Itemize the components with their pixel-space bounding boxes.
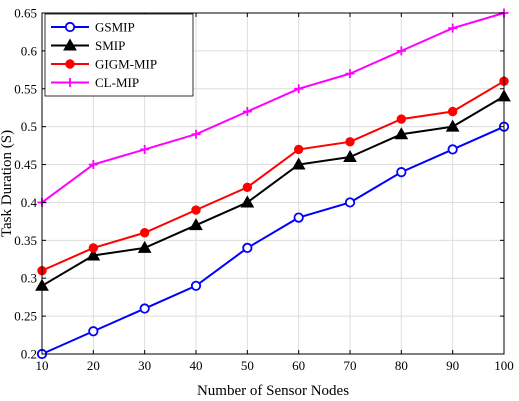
series-line [41,80,505,272]
y-tick-label: 0.6 [21,43,38,58]
y-tick-label: 0.3 [21,271,37,286]
data-point [88,326,99,337]
data-point [394,127,409,140]
x-tick-label: 70 [344,358,357,373]
y-tick-label: 0.55 [14,81,37,96]
axis-ticks: 10 20 30 40 50 60 70 80 90 100 0.2 0.25 0.3 0.35 0.4 0.… [14,6,514,374]
data-point [191,205,201,215]
y-tick-label: 0.25 [14,309,37,324]
data-point [240,195,255,208]
data-point [65,78,75,87]
data-point [189,218,203,231]
data-point [396,46,406,56]
data-point [448,23,458,33]
data-point [63,38,77,51]
data-point [139,228,150,238]
y-tick-label: 0.65 [14,6,37,21]
data-point [139,303,150,314]
data-point [345,137,355,147]
x-tick-label: 30 [138,358,151,373]
y-tick-label: 0.5 [21,119,37,134]
series-line [41,125,505,355]
data-point [293,212,304,223]
data-point [396,167,407,178]
series-smip [35,89,511,291]
legend-label: GIGM-MIP [95,57,157,72]
plot-frame [41,12,505,355]
data-point [88,243,99,253]
legend-label: SMIP [95,38,125,53]
data-point [445,119,460,132]
data-point [343,149,357,162]
x-tick-label: 40 [190,358,203,373]
series-line [41,12,505,204]
data-point [137,240,152,253]
y-axis-label: Task Duration (S) [0,130,15,237]
data-point [86,248,101,261]
data-point [242,182,253,192]
legend-label: GSMIP [95,20,135,35]
x-tick-label: 60 [292,358,305,373]
data-point [396,114,407,124]
x-tick-label: 50 [241,358,254,373]
data-point [140,144,150,154]
data-point [447,144,458,155]
data-point [190,280,202,291]
data-point [242,107,252,117]
series-layer [35,8,511,360]
y-tick-label: 0.2 [21,347,37,362]
legend-item: CL-MIP [51,75,139,90]
x-axis-label: Number of Sensor Nodes [197,383,349,399]
data-point [293,144,304,155]
x-tick-label: 100 [494,358,514,373]
data-point [191,129,201,139]
legend-item: GIGM-MIP [51,57,157,72]
legend: GSMIP SMIP GIGM-MIP CL-MIP [44,13,194,97]
series-gigm-mip [37,76,509,276]
x-tick-label: 20 [87,358,100,373]
y-tick-label: 0.35 [14,233,37,248]
data-point [242,242,253,254]
series-gsmip [36,121,510,360]
y-tick-label: 0.45 [14,157,37,172]
data-point [345,69,355,79]
legend-label: CL-MIP [95,75,139,90]
x-tick-label: 90 [446,358,459,373]
x-tick-label: 80 [395,358,408,373]
legend-item: SMIP [51,38,125,53]
data-point [291,157,306,170]
legend-item: GSMIP [51,20,135,35]
data-point [447,106,458,117]
data-point [294,84,304,94]
series-line [41,95,505,287]
data-point [344,197,356,208]
x-tick-label: 10 [36,358,49,373]
y-tick-label: 0.4 [21,195,38,210]
data-point [88,160,98,170]
data-point [65,59,75,69]
data-point [64,21,76,33]
